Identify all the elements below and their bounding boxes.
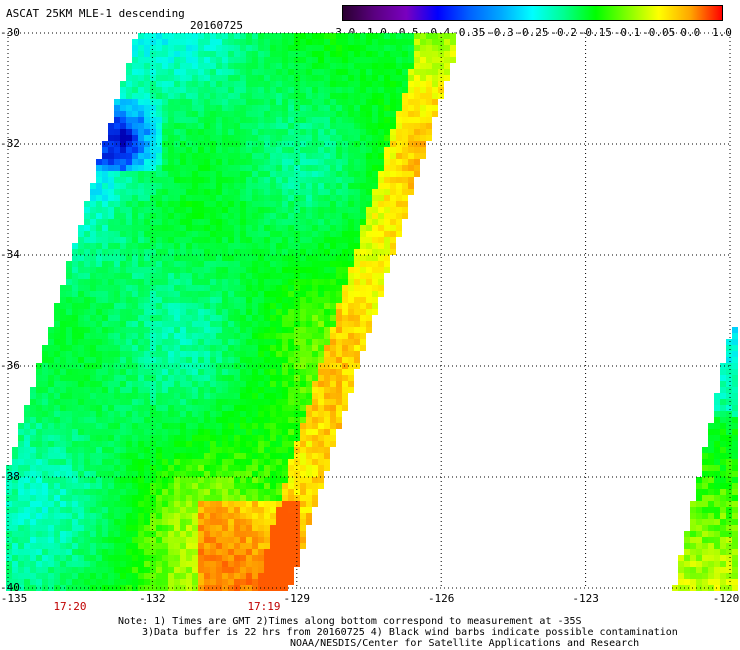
lat-label: -32 (0, 137, 20, 150)
lat-label: -40 (0, 581, 20, 594)
colorbar-label: -0.2 (550, 26, 577, 39)
lon-label: -135 (0, 592, 28, 605)
lon-label: -123 (572, 592, 599, 605)
time-label: 17:19 (247, 600, 281, 613)
lat-label: -34 (0, 248, 20, 261)
colorbar-label: -0.05 (642, 26, 676, 39)
swath-map (6, 32, 738, 591)
lon-label: -132 (139, 592, 166, 605)
swath-cells (6, 33, 738, 591)
lat-label: -36 (0, 359, 20, 372)
colorbar-label: -0.15 (578, 26, 612, 39)
lon-label: -126 (427, 592, 455, 605)
note-line-2: 3)Data buffer is 22 hrs from 20160725 4)… (142, 627, 678, 638)
map-date: 20160725 (190, 19, 243, 32)
colorbar-label: 1.0 (712, 26, 732, 39)
colorbar (342, 5, 723, 21)
map-title: ASCAT 25KM MLE-1 descending (6, 7, 185, 20)
lon-label: -129 (283, 592, 311, 605)
note-line-1: Note: 1) Times are GMT 2)Times along bot… (118, 616, 582, 627)
colorbar-label: -0.1 (613, 26, 641, 39)
colorbar-label: 0.0 (680, 26, 701, 39)
lon-label: -120 (712, 592, 740, 605)
lat-label: -30 (0, 26, 20, 39)
time-label: 17:20 (53, 600, 87, 613)
grid-lines (7, 32, 731, 589)
lat-label: -38 (0, 470, 20, 483)
note-line-3: NOAA/NESDIS/Center for Satellite Applica… (290, 638, 640, 649)
